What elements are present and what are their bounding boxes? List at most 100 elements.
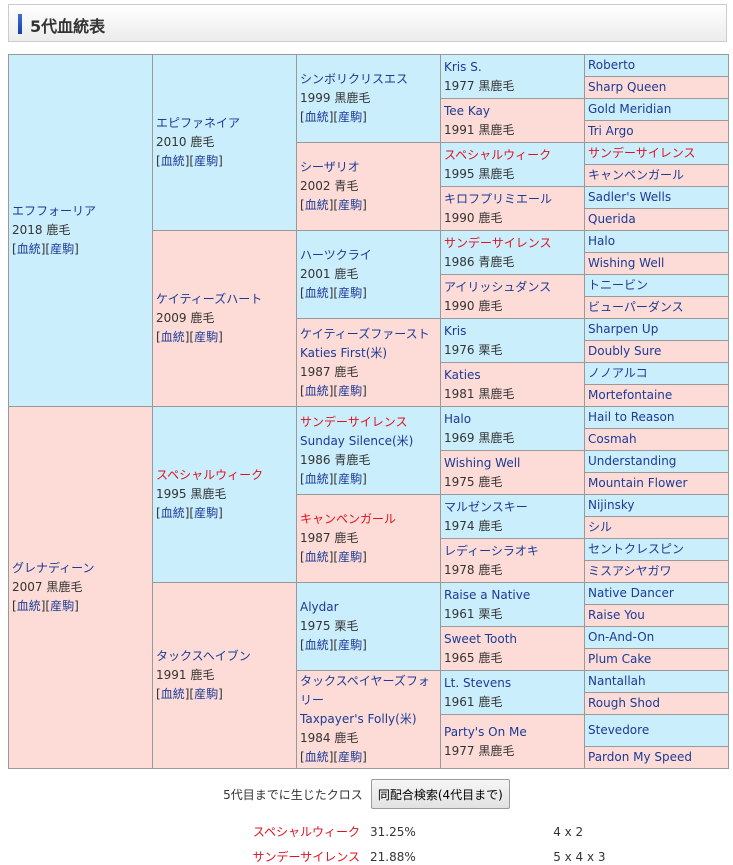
- horse-name-link[interactable]: Raise You: [588, 608, 645, 622]
- pedigree-link[interactable]: 血統: [304, 383, 329, 398]
- pedigree-cell-gen5: Mountain Flower: [584, 472, 729, 495]
- pedigree-link[interactable]: 血統: [304, 750, 329, 764]
- pedigree-link[interactable]: 血統: [160, 687, 185, 701]
- horse-name-link[interactable]: スペシャルウィーク: [444, 147, 552, 162]
- horse-name-link[interactable]: トニービン: [588, 278, 649, 292]
- horse-name-link[interactable]: Native Dancer: [588, 586, 674, 600]
- horse-name-link[interactable]: Alydar: [300, 600, 339, 614]
- birth-year-coat: 1990 鹿毛: [444, 298, 503, 313]
- horse-name-link[interactable]: エフフォーリア: [12, 204, 97, 218]
- offspring-link[interactable]: 産駒: [194, 330, 219, 344]
- cross-horse-link[interactable]: スペシャルウィーク: [252, 825, 360, 839]
- horse-name-link[interactable]: Sharpen Up: [588, 322, 659, 336]
- horse-name-link[interactable]: エピファネイア: [156, 116, 241, 130]
- horse-name-link[interactable]: Nijinsky: [588, 498, 635, 512]
- pedigree-link[interactable]: 血統: [304, 110, 329, 124]
- horse-name-link[interactable]: シーザリオ: [300, 160, 360, 174]
- cross-horse-link[interactable]: サンデーサイレンス: [252, 850, 360, 864]
- horse-english-name-link[interactable]: Katies First(米): [300, 345, 388, 360]
- horse-name-link[interactable]: Wishing Well: [444, 455, 521, 470]
- offspring-link[interactable]: 産駒: [338, 550, 363, 564]
- horse-name-link[interactable]: ノノアルコ: [588, 366, 648, 380]
- offspring-link[interactable]: 産駒: [338, 198, 363, 212]
- horse-name-link[interactable]: ビューパーダンス: [588, 300, 684, 314]
- horse-name-link[interactable]: マルゼンスキー: [444, 499, 528, 514]
- offspring-link[interactable]: 産駒: [338, 383, 363, 398]
- horse-name-link[interactable]: Rough Shod: [588, 696, 660, 710]
- horse-name-link[interactable]: Cosmah: [588, 432, 637, 446]
- horse-name-link[interactable]: キャンペンガール: [588, 168, 685, 182]
- horse-name-link[interactable]: Katies: [444, 367, 481, 382]
- offspring-link[interactable]: 産駒: [338, 471, 363, 486]
- horse-name-link[interactable]: Party's On Me: [444, 724, 527, 739]
- horse-name-link[interactable]: タックスヘイブン: [156, 649, 251, 663]
- horse-name-link[interactable]: アイリッシュダンス: [444, 279, 552, 294]
- horse-name-link[interactable]: Kris S.: [444, 59, 482, 74]
- horse-name-link[interactable]: Halo: [444, 411, 472, 426]
- horse-name-link[interactable]: Halo: [588, 234, 616, 248]
- horse-name-link[interactable]: Pardon My Speed: [588, 750, 693, 764]
- horse-name-link[interactable]: Hail to Reason: [588, 410, 675, 424]
- pedigree-link[interactable]: 血統: [160, 506, 185, 520]
- horse-english-name-link[interactable]: Taxpayer's Folly(米): [300, 712, 417, 726]
- offspring-link[interactable]: 産駒: [338, 286, 363, 300]
- horse-name-link[interactable]: Mortefontaine: [588, 388, 673, 402]
- pedigree-link[interactable]: 血統: [16, 242, 41, 256]
- horse-name-link[interactable]: セントクレスピン: [588, 542, 685, 556]
- horse-name-link[interactable]: ケイティーズファースト: [300, 326, 430, 341]
- horse-name-link[interactable]: Wishing Well: [588, 256, 665, 270]
- horse-name-link[interactable]: キャンペンガール: [300, 512, 397, 526]
- horse-name-link[interactable]: キロフプリミエール: [444, 191, 553, 206]
- horse-name-link[interactable]: ハーツクライ: [300, 248, 372, 262]
- pedigree-link[interactable]: 血統: [16, 599, 41, 613]
- offspring-link[interactable]: 産駒: [338, 110, 363, 124]
- horse-name-link[interactable]: グレナディーン: [12, 561, 95, 575]
- offspring-link[interactable]: 産駒: [338, 750, 363, 764]
- horse-name-link[interactable]: スペシャルウィーク: [156, 468, 264, 482]
- horse-name-link[interactable]: Querida: [588, 212, 636, 226]
- horse-name-link[interactable]: レディーシラオキ: [444, 543, 539, 558]
- horse-name-link[interactable]: On-And-On: [588, 630, 655, 644]
- pedigree-link[interactable]: 血統: [304, 638, 329, 652]
- horse-name-link[interactable]: サンデーサイレンス: [588, 146, 696, 160]
- horse-name-link[interactable]: Kris: [444, 323, 467, 338]
- pedigree-row: Plum Cake: [9, 648, 729, 671]
- horse-name-link[interactable]: シル: [588, 520, 613, 534]
- offspring-link[interactable]: 産駒: [338, 638, 363, 652]
- pedigree-link[interactable]: 血統: [160, 330, 185, 344]
- horse-name-link[interactable]: Sweet Tooth: [444, 631, 518, 646]
- horse-name-link[interactable]: Stevedore: [588, 723, 650, 737]
- offspring-link[interactable]: 産駒: [194, 687, 219, 701]
- horse-english-name-link[interactable]: Sunday Silence(米): [300, 433, 414, 448]
- pedigree-link[interactable]: 血統: [304, 471, 329, 486]
- horse-name-link[interactable]: Gold Meridian: [588, 102, 672, 116]
- pedigree-link[interactable]: 血統: [304, 286, 329, 300]
- birth-year-coat: 2002 青毛: [300, 179, 359, 193]
- horse-name-link[interactable]: タックスペイヤーズフォリー: [300, 674, 430, 707]
- offspring-link[interactable]: 産駒: [194, 506, 219, 520]
- horse-name-link[interactable]: サンデーサイレンス: [444, 235, 552, 250]
- horse-name-link[interactable]: ミスアシヤガワ: [588, 564, 672, 578]
- pedigree-link[interactable]: 血統: [304, 550, 329, 564]
- same-mating-search-button[interactable]: 同配合検索(4代目まで): [370, 779, 510, 809]
- offspring-link[interactable]: 産駒: [50, 599, 75, 613]
- horse-name-link[interactable]: Plum Cake: [588, 652, 652, 666]
- horse-name-link[interactable]: Roberto: [588, 58, 636, 72]
- horse-name-link[interactable]: Understanding: [588, 454, 677, 468]
- horse-name-link[interactable]: Tee Kay: [444, 103, 490, 118]
- horse-name-link[interactable]: Nantallah: [588, 674, 646, 688]
- horse-name-link[interactable]: Sharp Queen: [588, 80, 667, 94]
- horse-name-link[interactable]: Tri Argo: [588, 124, 634, 138]
- offspring-link[interactable]: 産駒: [50, 242, 75, 256]
- pedigree-link[interactable]: 血統: [160, 154, 185, 168]
- horse-name-link[interactable]: サンデーサイレンス: [300, 414, 408, 429]
- horse-name-link[interactable]: シンボリクリスエス: [300, 72, 409, 86]
- horse-name-link[interactable]: Mountain Flower: [588, 476, 688, 490]
- horse-name-link[interactable]: Raise a Native: [444, 587, 531, 602]
- horse-name-link[interactable]: ケイティーズハート: [156, 292, 263, 306]
- offspring-link[interactable]: 産駒: [194, 154, 219, 168]
- horse-name-link[interactable]: Doubly Sure: [588, 344, 662, 358]
- horse-name-link[interactable]: Lt. Stevens: [444, 675, 512, 690]
- horse-name-link[interactable]: Sadler's Wells: [588, 190, 672, 204]
- pedigree-link[interactable]: 血統: [304, 198, 329, 212]
